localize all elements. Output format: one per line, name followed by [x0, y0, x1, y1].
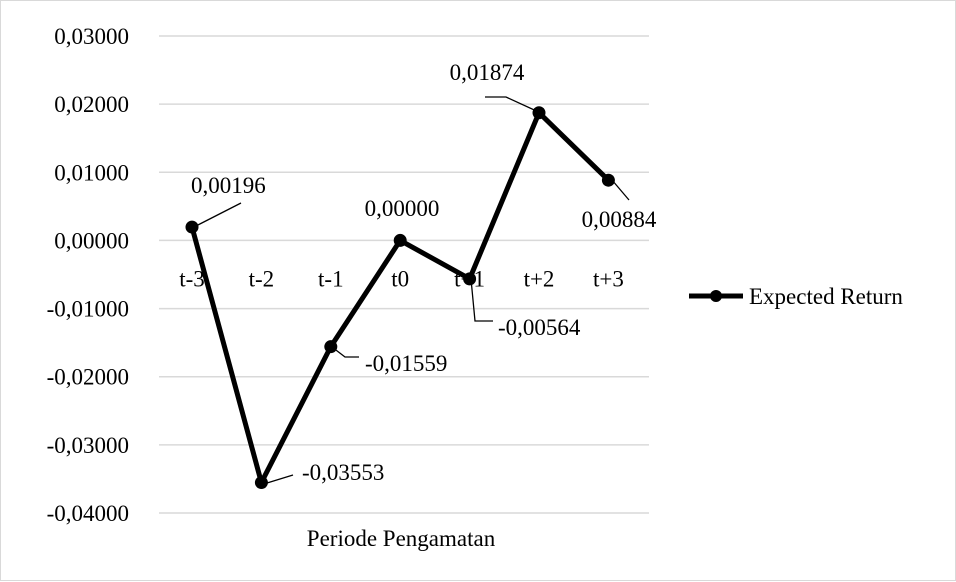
- data-label-leader: [485, 96, 544, 115]
- y-tick-label: -0,04000: [47, 501, 129, 526]
- data-label: -0,01559: [365, 351, 447, 376]
- y-tick-label: -0,01000: [47, 297, 129, 322]
- data-label-leader: [266, 474, 294, 484]
- data-point: [463, 272, 477, 286]
- data-point: [393, 233, 407, 247]
- data-point: [254, 476, 268, 490]
- data-label: 0,01874: [450, 60, 525, 85]
- data-point: [324, 340, 338, 354]
- series-expected-return: [185, 106, 615, 490]
- data-label-leader: [470, 278, 493, 322]
- y-tick-label: 0,02000: [54, 92, 129, 117]
- data-label: -0,03553: [302, 460, 384, 485]
- legend-entry: Expected Return: [749, 284, 903, 309]
- y-tick-label: -0,02000: [47, 365, 129, 390]
- legend: Expected Return: [689, 284, 903, 309]
- data-label-leader: [611, 179, 630, 201]
- x-tick-label: t-2: [249, 266, 275, 291]
- data-labels: 0,00196 -0,03553 -0,01559 0,00000 -0,00564 0,…: [191, 60, 657, 485]
- data-label-leaders: [191, 96, 630, 484]
- y-tick-label: 0,00000: [54, 228, 129, 253]
- gridlines: [159, 35, 649, 514]
- x-tick-label: t-3: [179, 266, 205, 291]
- data-label: 0,00196: [191, 173, 266, 198]
- x-tick-label: t+3: [593, 266, 624, 291]
- data-point: [601, 173, 615, 187]
- data-label-leader: [331, 346, 359, 358]
- data-label: 0,00000: [365, 196, 440, 221]
- y-tick-label: -0,03000: [47, 433, 129, 458]
- y-axis-ticks: 0,03000 0,02000 0,01000 0,00000 -0,01000 -0,0…: [47, 24, 129, 526]
- x-tick-label: t+2: [524, 266, 555, 291]
- series-line: [189, 110, 611, 486]
- y-tick-label: 0,01000: [54, 160, 129, 185]
- data-label: -0,00564: [498, 315, 581, 340]
- data-label: 0,00884: [582, 207, 657, 232]
- x-axis-label: Periode Pengamatan: [307, 526, 496, 551]
- x-tick-label: t0: [391, 266, 409, 291]
- data-label-leader: [191, 202, 242, 229]
- x-tick-label: t-1: [318, 266, 344, 291]
- y-tick-label: 0,03000: [54, 24, 129, 49]
- data-point: [185, 220, 199, 234]
- legend-point-marker: [710, 290, 722, 302]
